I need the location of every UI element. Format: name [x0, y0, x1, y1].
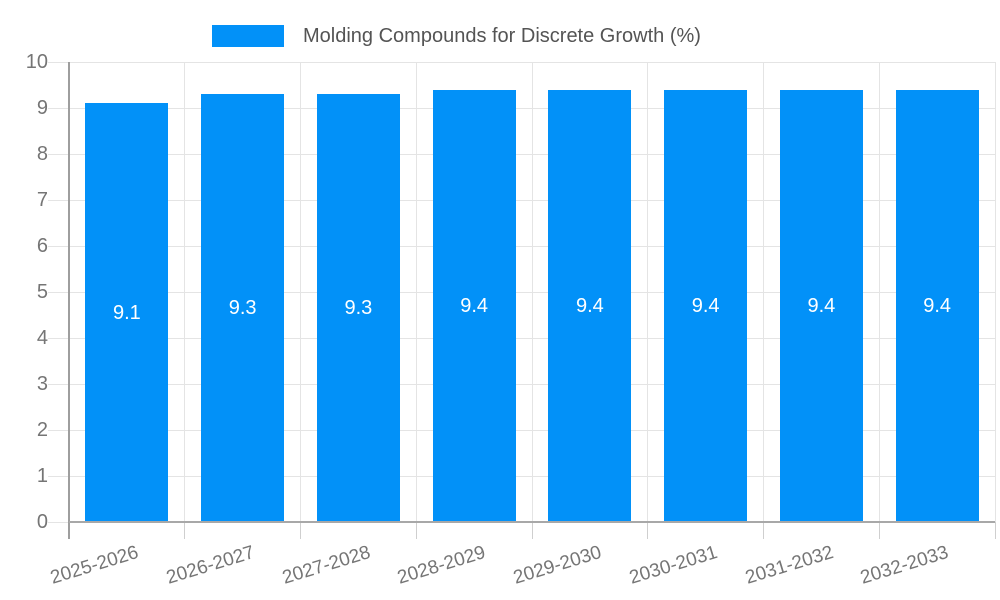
x-tick: [994, 522, 996, 539]
y-tick: [48, 199, 69, 201]
y-axis-tick-label: 10: [25, 51, 48, 73]
bar[interactable]: [664, 89, 748, 522]
bar-value-label: 9.4: [807, 294, 836, 317]
bar[interactable]: [548, 89, 632, 522]
y-tick: [48, 475, 69, 477]
y-tick: [48, 383, 69, 385]
bar-value-label: 9.4: [691, 294, 720, 317]
y-axis-tick-label: 1: [36, 465, 48, 487]
y-tick: [48, 107, 69, 109]
legend-swatch-icon: [212, 25, 284, 47]
y-axis-tick-label: 3: [36, 373, 48, 395]
bar-value-label: 9.3: [344, 297, 373, 320]
x-axis-line: [69, 521, 995, 523]
bar[interactable]: [85, 103, 169, 522]
x-tick: [300, 522, 301, 539]
x-axis-tick-label: 2028-2029: [395, 542, 489, 589]
bar[interactable]: [779, 89, 863, 522]
x-axis-tick-label: 2031-2032: [742, 542, 836, 589]
y-axis-tick-label: 9: [36, 97, 48, 119]
x-gridline: [531, 62, 533, 522]
y-tick: [48, 245, 69, 247]
legend-label: Molding Compounds for Discrete Growth (%…: [303, 25, 701, 47]
y-tick: [48, 61, 69, 63]
bar[interactable]: [895, 89, 979, 522]
x-gridline: [994, 62, 996, 522]
x-axis-tick-label: 2026-2027: [163, 542, 257, 589]
x-tick: [415, 522, 417, 539]
x-tick: [763, 522, 764, 539]
y-tick: [48, 153, 69, 155]
x-axis-tick-label: 2027-2028: [279, 542, 373, 589]
bar[interactable]: [316, 94, 400, 522]
y-tick: [48, 291, 69, 293]
y-axis-tick-label: 4: [36, 327, 48, 349]
y-axis-tick-label: 0: [36, 511, 48, 533]
x-axis-tick-label: 2025-2026: [47, 542, 142, 589]
bar[interactable]: [432, 89, 516, 522]
bar-value-label: 9.1: [112, 301, 141, 324]
y-axis-tick-label: 5: [36, 281, 48, 303]
y-tick: [48, 429, 69, 431]
x-axis-tick-label: 2029-2030: [510, 542, 605, 589]
y-axis-tick-label: 7: [36, 189, 48, 211]
x-tick: [184, 522, 186, 539]
bar-value-label: 9.4: [575, 294, 604, 317]
y-tick: [48, 337, 69, 339]
x-axis-tick-label: 2032-2033: [858, 542, 952, 589]
x-tick: [878, 522, 880, 539]
bar-value-label: 9.4: [923, 294, 952, 317]
bar-value-label: 9.3: [228, 297, 257, 320]
x-gridline: [878, 62, 880, 522]
x-gridline: [415, 62, 417, 522]
bar[interactable]: [201, 94, 285, 522]
y-axis-tick-label: 2: [36, 419, 48, 441]
x-gridline: [763, 62, 764, 522]
x-gridline: [647, 62, 649, 522]
x-tick: [531, 522, 533, 539]
y-axis-tick-label: 6: [36, 235, 48, 257]
y-axis-line: [68, 62, 70, 539]
x-axis-tick-label: 2030-2031: [626, 542, 720, 589]
x-gridline: [184, 62, 186, 522]
x-tick: [647, 522, 649, 539]
bar-value-label: 9.4: [460, 294, 489, 317]
y-axis-tick-label: 8: [36, 143, 48, 165]
y-tick: [48, 521, 69, 523]
x-gridline: [300, 62, 301, 522]
